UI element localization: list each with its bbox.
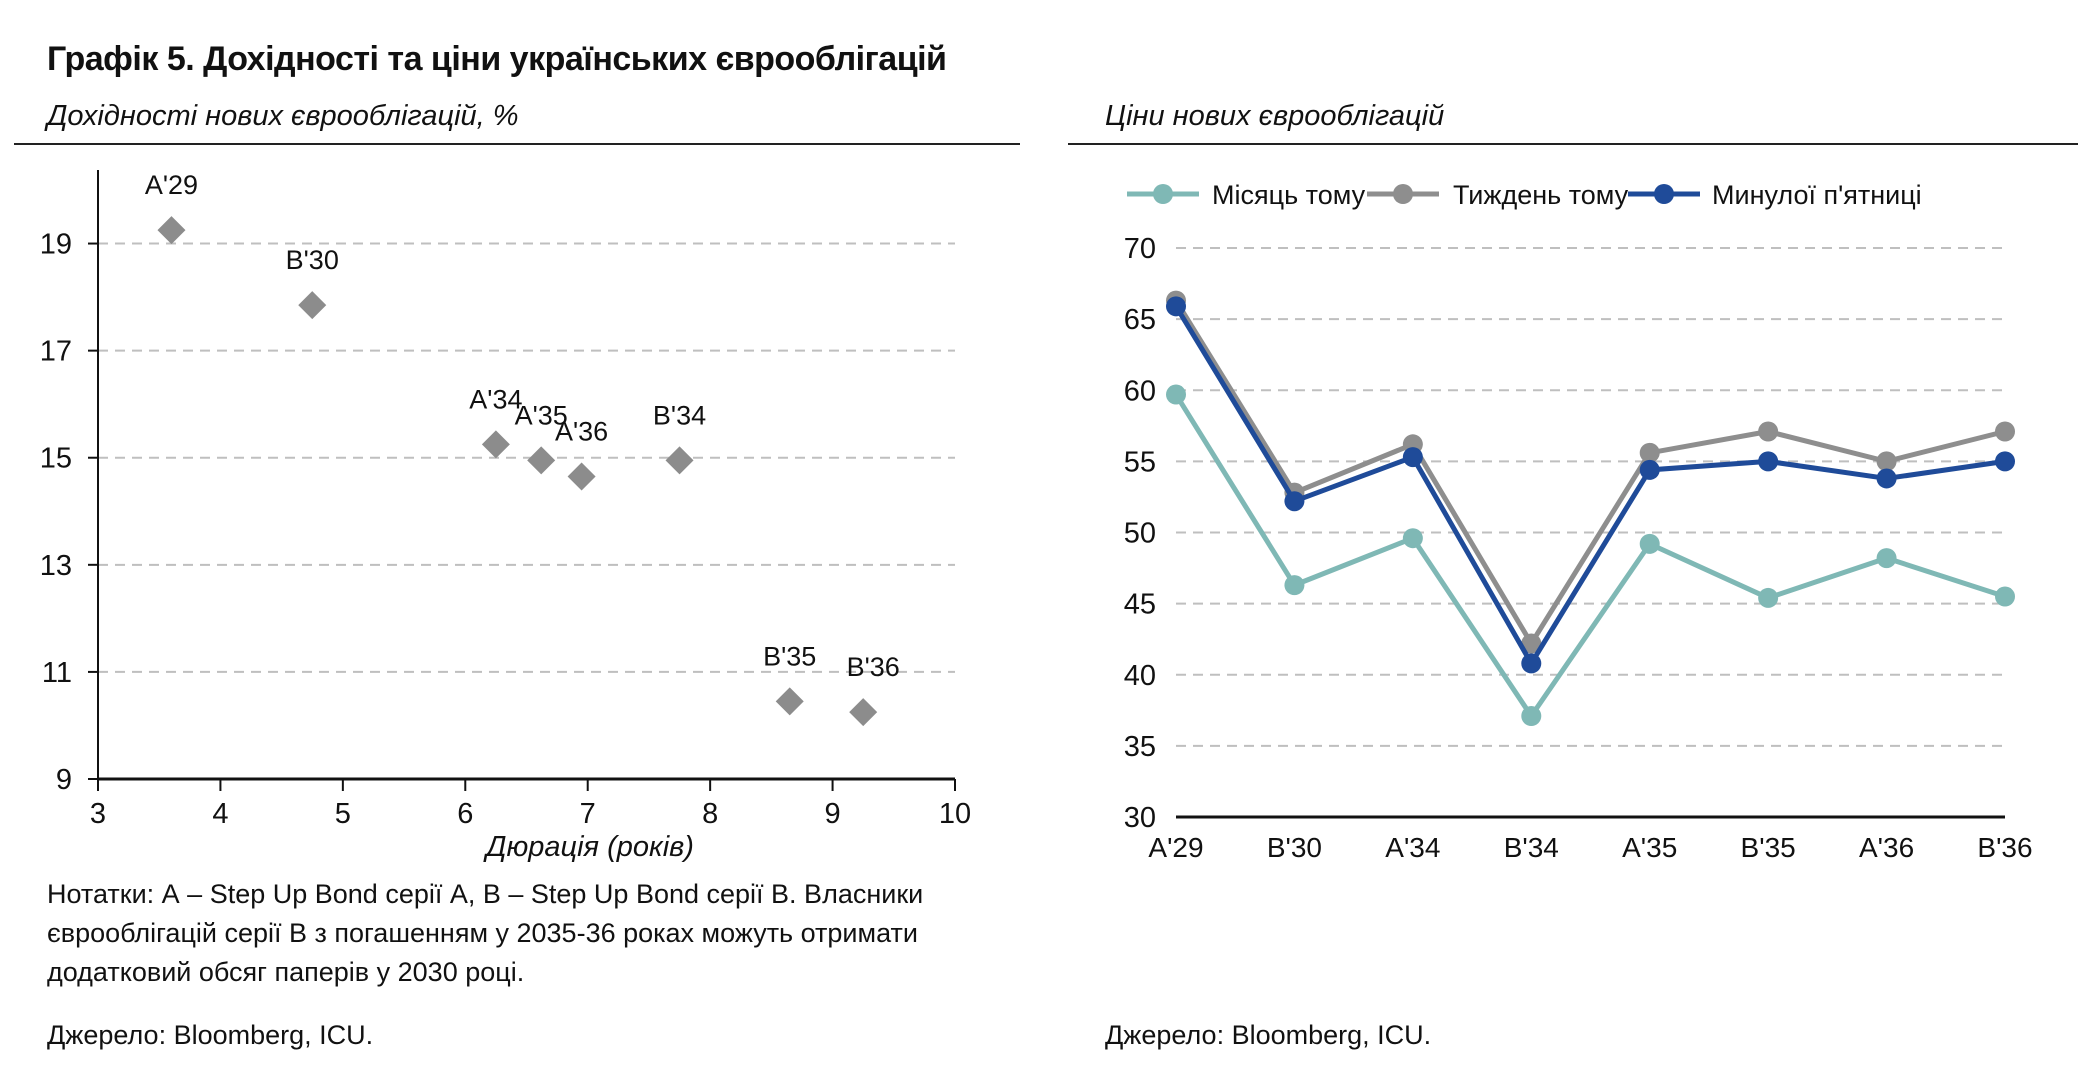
x-tick-label: 10: [939, 798, 971, 830]
scatter-point: [157, 216, 186, 245]
x-tick-label: B'35: [1741, 832, 1796, 863]
x-tick-label: 8: [702, 798, 718, 830]
y-tick-label: 11: [42, 657, 72, 689]
left-divider: [14, 143, 1020, 145]
series-point: [1639, 533, 1660, 554]
x-tick-label: B'34: [1504, 832, 1559, 863]
legend-label: Місяць тому: [1212, 180, 1366, 210]
scatter-point: [527, 446, 556, 475]
series-point: [1166, 296, 1186, 317]
series-point: [1995, 451, 2015, 472]
series-point: [1284, 491, 1305, 512]
x-tick-label: B'36: [1977, 832, 2032, 863]
series-point: [1758, 587, 1779, 608]
y-tick-label: 55: [1124, 446, 1156, 478]
x-tick-label: A'36: [1859, 832, 1914, 863]
x-tick-label: 9: [825, 798, 841, 830]
series-point: [1639, 459, 1660, 480]
scatter-point: [665, 446, 694, 475]
series-point: [1876, 548, 1897, 569]
point-label: A'29: [145, 170, 198, 200]
legend-swatch-marker: [1393, 184, 1413, 204]
x-axis-title: Дюрація (років): [483, 831, 694, 863]
series-point: [1758, 451, 1779, 472]
y-tick-label: 15: [40, 443, 72, 475]
point-label: A'35: [515, 400, 568, 430]
y-tick-label: 40: [1124, 660, 1156, 692]
right-source-text: Джерело: Bloomberg, ICU.: [1105, 1020, 1432, 1050]
scatter-point: [298, 291, 327, 320]
x-tick-label: A'34: [1385, 832, 1440, 863]
y-tick-label: 35: [1124, 731, 1156, 763]
series-point: [1995, 586, 2015, 607]
x-tick-label: 6: [457, 798, 473, 830]
series-line: [1173, 393, 2006, 719]
point-label: A'36: [555, 416, 608, 446]
series-point: [1876, 468, 1897, 489]
y-tick-label: 70: [1124, 233, 1156, 265]
y-tick-label: 50: [1124, 518, 1156, 550]
legend-swatch-marker: [1153, 184, 1173, 204]
series-point: [1758, 421, 1779, 442]
x-tick-label: 7: [580, 798, 596, 830]
y-tick-label: 13: [40, 550, 72, 582]
x-tick-label: 4: [212, 798, 228, 830]
series-point: [1521, 633, 1542, 654]
right-divider: [1068, 143, 2078, 145]
series-point: [1521, 653, 1542, 674]
y-tick-label: 65: [1124, 304, 1156, 336]
y-tick-label: 9: [56, 764, 72, 796]
series-point: [1402, 528, 1423, 549]
scatter-point: [567, 462, 596, 491]
point-label: B'35: [763, 641, 816, 671]
y-tick-label: 30: [1124, 802, 1156, 834]
x-tick-label: A'29: [1148, 832, 1203, 863]
series-point: [1521, 706, 1542, 727]
series-point: [1639, 442, 1660, 463]
legend-swatch-marker: [1654, 184, 1674, 204]
left-source-text: Джерело: Bloomberg, ICU.: [47, 1020, 374, 1050]
legend-label: Минулої п'ятниці: [1712, 180, 1922, 210]
y-tick-label: 17: [40, 336, 72, 368]
chart-title: Графік 5. Дохідності та ціни українських…: [47, 40, 947, 78]
scatter-point: [849, 698, 878, 727]
x-tick-label: 3: [90, 798, 106, 830]
point-label: B'30: [286, 245, 339, 275]
series-point: [1166, 384, 1186, 405]
y-tick-label: 45: [1124, 589, 1156, 621]
point-label: B'36: [847, 652, 900, 682]
y-tick-label: 19: [40, 229, 72, 261]
series-point: [1876, 451, 1897, 472]
x-tick-label: B'30: [1267, 832, 1322, 863]
legend-label: Тиждень тому: [1453, 180, 1629, 210]
series-line: [1173, 305, 2006, 666]
series-point: [1402, 447, 1423, 468]
series-point: [1995, 421, 2015, 442]
point-label: A'34: [469, 384, 522, 414]
point-label: B'34: [653, 400, 706, 430]
y-tick-label: 60: [1124, 375, 1156, 407]
notes-text: Нотатки: А – Step Up Bond серії А, В – S…: [47, 879, 924, 987]
x-tick-label: A'35: [1622, 832, 1677, 863]
scatter-point: [481, 430, 510, 459]
right-chart-subtitle: Ціни нових єврооблігацій: [1105, 100, 1445, 132]
left-chart-subtitle: Дохідності нових єврооблігацій, %: [47, 100, 519, 132]
series-line: [1173, 299, 2006, 646]
x-tick-label: 5: [335, 798, 351, 830]
series-point: [1284, 575, 1305, 596]
scatter-point: [775, 687, 804, 716]
